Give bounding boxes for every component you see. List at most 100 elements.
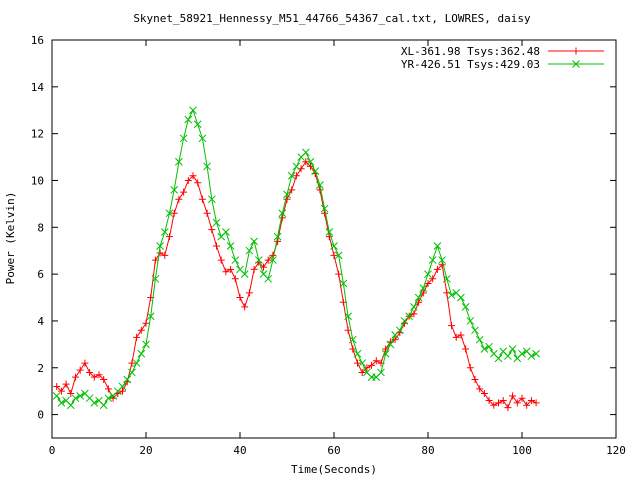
data-point xyxy=(495,399,502,407)
data-point xyxy=(509,392,517,400)
data-point xyxy=(480,345,489,353)
data-point xyxy=(287,171,296,180)
data-point xyxy=(283,190,291,199)
data-point xyxy=(226,242,235,250)
data-point xyxy=(137,326,145,334)
x-tick-label: 60 xyxy=(327,444,340,457)
data-point xyxy=(99,401,108,410)
data-point xyxy=(227,265,235,273)
data-point xyxy=(334,251,343,260)
data-point xyxy=(250,237,258,246)
data-point xyxy=(62,380,70,388)
data-point xyxy=(532,349,540,358)
data-point xyxy=(513,399,521,407)
data-point xyxy=(438,256,446,264)
data-point xyxy=(165,209,174,218)
data-point xyxy=(476,385,484,393)
data-point xyxy=(306,157,315,166)
data-point xyxy=(104,394,113,403)
data-point xyxy=(433,242,442,250)
data-point xyxy=(381,349,390,358)
x-axis: 0 20 40 60 80 100 120 xyxy=(49,40,626,457)
y-tick-label: 0 xyxy=(37,409,44,422)
data-point xyxy=(301,148,310,157)
x-tick-label: 20 xyxy=(139,444,152,457)
data-point xyxy=(283,195,291,203)
data-point xyxy=(278,209,287,218)
data-point xyxy=(311,167,320,175)
data-point xyxy=(264,256,272,264)
data-point xyxy=(485,397,493,405)
data-point xyxy=(462,345,470,353)
data-point xyxy=(480,390,488,398)
plot-frame xyxy=(51,39,617,439)
data-point xyxy=(184,176,192,184)
data-point xyxy=(442,274,451,283)
series-layer xyxy=(52,106,540,412)
y-tick-label: 14 xyxy=(31,81,45,94)
x-tick-label: 120 xyxy=(606,444,626,457)
data-point xyxy=(518,349,526,358)
data-point xyxy=(189,172,197,180)
data-point xyxy=(419,284,428,293)
data-point xyxy=(457,331,465,339)
legend-marker xyxy=(572,47,580,55)
data-point xyxy=(372,357,380,365)
data-point xyxy=(86,368,94,376)
data-point xyxy=(354,359,361,367)
data-point xyxy=(358,368,366,376)
y-tick-label: 10 xyxy=(31,174,44,187)
y-axis-label: Power (Kelvin) xyxy=(4,192,17,285)
data-point xyxy=(175,195,183,203)
data-point xyxy=(71,394,80,403)
data-point xyxy=(245,289,253,297)
data-point xyxy=(349,345,357,353)
data-point xyxy=(72,373,79,381)
data-point xyxy=(302,158,310,166)
data-point xyxy=(179,134,188,143)
data-point xyxy=(429,275,437,283)
data-point xyxy=(207,195,216,204)
data-point xyxy=(198,195,206,203)
data-point xyxy=(90,373,98,381)
data-point xyxy=(504,352,512,360)
legend-label: YR-426.51 Tsys:429.03 xyxy=(401,58,540,71)
data-point xyxy=(353,349,362,358)
data-point xyxy=(264,274,273,283)
data-point xyxy=(269,256,277,264)
data-point xyxy=(240,270,249,278)
data-point xyxy=(499,397,507,405)
data-point xyxy=(236,294,244,302)
data-point xyxy=(156,242,164,250)
x-axis-label: Time(Seconds) xyxy=(291,463,377,476)
data-point xyxy=(132,359,141,367)
data-point xyxy=(198,134,207,143)
data-point xyxy=(222,268,230,276)
data-point xyxy=(250,265,258,273)
data-point xyxy=(203,162,211,171)
data-point xyxy=(335,270,343,278)
data-point xyxy=(518,394,526,402)
data-point xyxy=(368,361,376,369)
data-point xyxy=(457,293,465,302)
data-point xyxy=(325,228,334,236)
data-point xyxy=(104,385,112,393)
data-point xyxy=(490,401,498,409)
data-point xyxy=(241,303,249,311)
y-axis: 0 2 4 6 8 10 12 14 16 xyxy=(31,34,616,422)
data-point xyxy=(76,392,85,400)
series-2 xyxy=(52,106,540,410)
data-point xyxy=(438,261,446,269)
data-point xyxy=(194,179,202,187)
data-point xyxy=(330,242,338,250)
data-point xyxy=(137,349,146,358)
data-point xyxy=(170,209,178,217)
data-point xyxy=(81,359,89,367)
data-point xyxy=(52,392,61,400)
y-tick-label: 2 xyxy=(37,362,44,375)
data-point xyxy=(146,312,155,321)
data-point xyxy=(494,354,503,363)
data-point xyxy=(189,106,197,115)
